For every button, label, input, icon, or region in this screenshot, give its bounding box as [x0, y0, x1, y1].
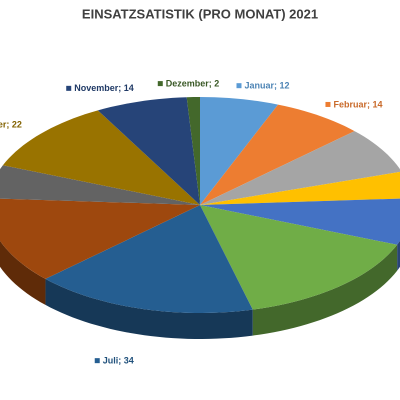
pie-slice — [0, 198, 200, 279]
pie-slice — [200, 205, 398, 310]
pie-slice-side — [45, 278, 253, 339]
chart-title: EINSATZSATISTIK (PRO MONAT) 2021 — [82, 6, 318, 21]
data-label: November; 14 — [74, 83, 134, 93]
pie-slice-side — [0, 240, 46, 305]
pie-slice — [200, 198, 400, 245]
data-label: Februar; 14 — [333, 99, 382, 109]
data-label: Oktober; 22 — [0, 119, 22, 129]
pie-slice-side — [252, 244, 398, 336]
pie-tops — [0, 97, 400, 313]
data-label: Januar; 12 — [244, 81, 289, 91]
pie-sides — [0, 240, 400, 339]
pie-slice — [97, 97, 200, 205]
legend-key — [157, 81, 163, 87]
pie-slice — [200, 171, 400, 205]
legend-key — [325, 101, 331, 107]
legend-key — [66, 85, 72, 91]
pie-slice — [2, 110, 200, 205]
pie-slice-side — [397, 240, 400, 271]
pie-slice — [45, 205, 253, 313]
legend-key — [94, 358, 100, 364]
legend-key — [236, 83, 242, 89]
pie-slice — [200, 131, 400, 205]
pie-slice — [200, 97, 279, 205]
pie-slice — [0, 165, 200, 205]
pie-slice — [200, 104, 355, 205]
data-label: Dezember; 2 — [166, 78, 220, 88]
pie-slice — [186, 97, 200, 205]
data-label: Juli; 34 — [103, 356, 134, 366]
